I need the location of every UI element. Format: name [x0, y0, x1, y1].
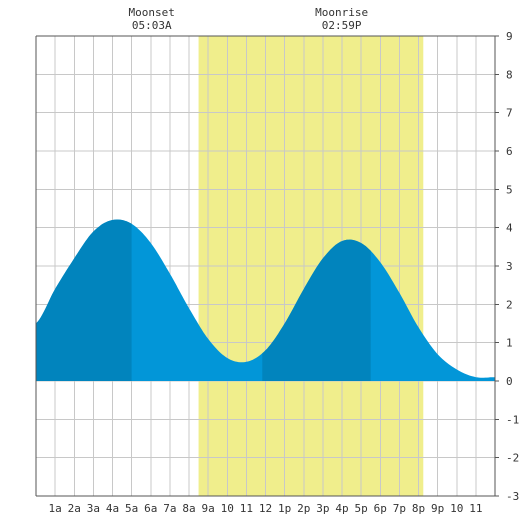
moonrise-label: Moonrise — [315, 6, 368, 19]
y-tick-label: 7 — [506, 107, 513, 120]
y-tick-label: 0 — [506, 375, 513, 388]
x-tick-label: 3p — [316, 502, 329, 515]
tide-area-rising-1 — [36, 219, 132, 381]
y-tick-label: 3 — [506, 260, 513, 273]
moon-events-layer: Moonset 05:03A Moonrise 02:59P — [129, 6, 369, 32]
tide-area-rising-2 — [262, 239, 371, 381]
x-tick-label: 8p — [412, 502, 425, 515]
x-tick-label: 1a — [49, 502, 62, 515]
y-tick-label: -3 — [506, 490, 519, 503]
y-tick-label: 1 — [506, 337, 513, 350]
x-tick-label: 11 — [469, 502, 482, 515]
x-tick-label: 1p — [278, 502, 291, 515]
x-tick-label: 5p — [355, 502, 368, 515]
y-tick-label: -2 — [506, 452, 519, 465]
y-tick-labels: -3 -2 -1 0 1 2 3 4 5 6 7 8 9 — [506, 30, 519, 503]
x-tick-label: 10 — [450, 502, 463, 515]
x-tick-label: 10 — [221, 502, 234, 515]
axis-layer — [35, 35, 499, 497]
x-tick-label: 2a — [68, 502, 81, 515]
y-tick-label: 9 — [506, 30, 513, 43]
x-tick-label: 7p — [393, 502, 406, 515]
moonrise-time: 02:59P — [322, 19, 362, 32]
y-tick-label: 8 — [506, 68, 513, 81]
y-tick-label: 4 — [506, 222, 513, 235]
x-tick-label: 5a — [125, 502, 138, 515]
x-tick-label: 9a — [202, 502, 215, 515]
x-tick-labels: 1a 2a 3a 4a 5a 6a 7a 8a 9a 10 11 12 1p 2p 3p 4p 5p 6p 7p 8p… — [49, 502, 483, 515]
x-tick-label: 3a — [87, 502, 100, 515]
x-tick-label: 12 — [259, 502, 272, 515]
x-tick-label: 8a — [182, 502, 195, 515]
y-tick-label: 6 — [506, 145, 513, 158]
tide-area — [36, 219, 495, 381]
tide-area-layer — [36, 219, 495, 381]
y-tick-label: -1 — [506, 413, 519, 426]
x-tick-label: 2p — [297, 502, 310, 515]
x-tick-label: 6a — [144, 502, 157, 515]
x-tick-label: 9p — [431, 502, 444, 515]
x-tick-label: 4p — [335, 502, 348, 515]
grid-layer — [36, 36, 495, 496]
moonset-label: Moonset — [129, 6, 175, 19]
moonset-time: 05:03A — [132, 19, 172, 32]
y-tick-label: 2 — [506, 298, 513, 311]
x-tick-label: 6p — [374, 502, 387, 515]
x-tick-label: 4a — [106, 502, 119, 515]
x-tick-label: 7a — [163, 502, 176, 515]
y-tick-label: 5 — [506, 183, 513, 196]
x-tick-label: 11 — [240, 502, 253, 515]
